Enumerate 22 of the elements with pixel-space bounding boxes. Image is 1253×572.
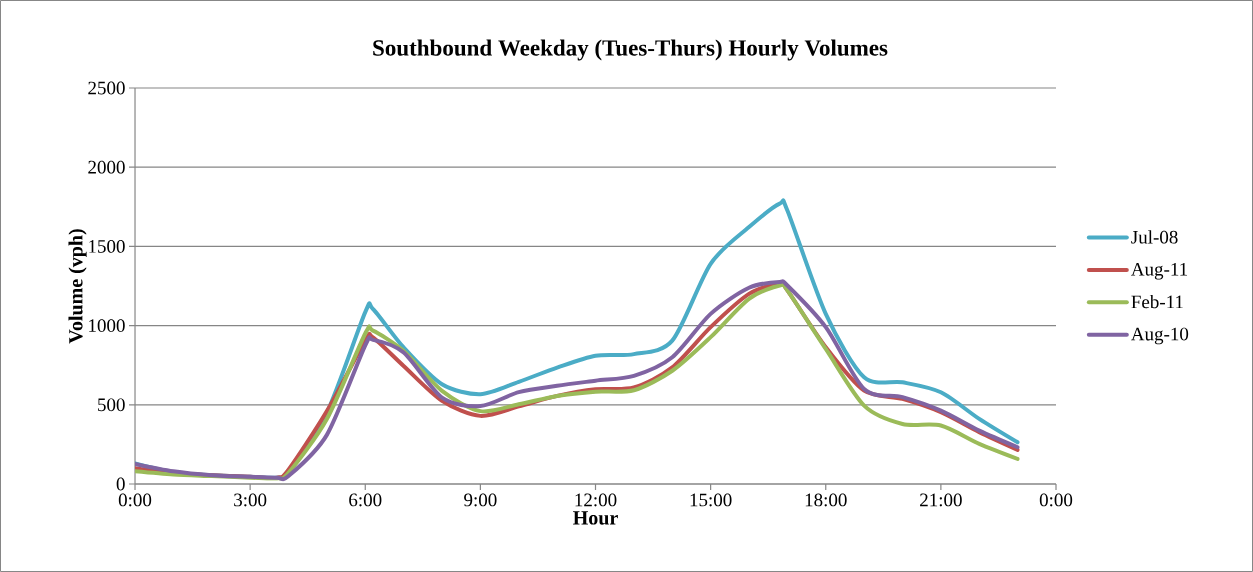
y-tick-label: 2000 (88, 160, 125, 174)
legend-label: Feb-11 (1131, 294, 1183, 309)
legend-label: Jul-08 (1131, 230, 1178, 244)
legend-label: Aug-11 (1131, 262, 1188, 280)
y-axis-title: Volume (vph) (68, 229, 87, 344)
x-tick-label: 18:00 (805, 493, 847, 507)
x-tick-label: 12:00 (575, 493, 617, 507)
x-tick-label: 21:00 (920, 493, 962, 507)
y-tick-label: 0 (116, 477, 125, 491)
x-tick-label: 15:00 (690, 493, 732, 507)
x-tick-label: 3:00 (234, 493, 267, 507)
x-tick-label: 0:00 (1039, 493, 1073, 507)
y-tick-label: 500 (98, 398, 125, 412)
chart-title: Southbound Weekday (Tues-Thurs) Hourly Volumes (373, 39, 888, 61)
x-tick-label: 6:00 (349, 493, 382, 507)
x-tick-label: 9:00 (464, 493, 497, 507)
y-tick-label: 1500 (89, 239, 125, 253)
y-tick-label: 2500 (88, 81, 125, 95)
y-tick-label: 1000 (89, 319, 125, 332)
x-tick-label: 0:00 (118, 493, 152, 507)
x-axis-title: Hour (573, 511, 618, 525)
legend-label: Aug-10 (1131, 327, 1189, 345)
